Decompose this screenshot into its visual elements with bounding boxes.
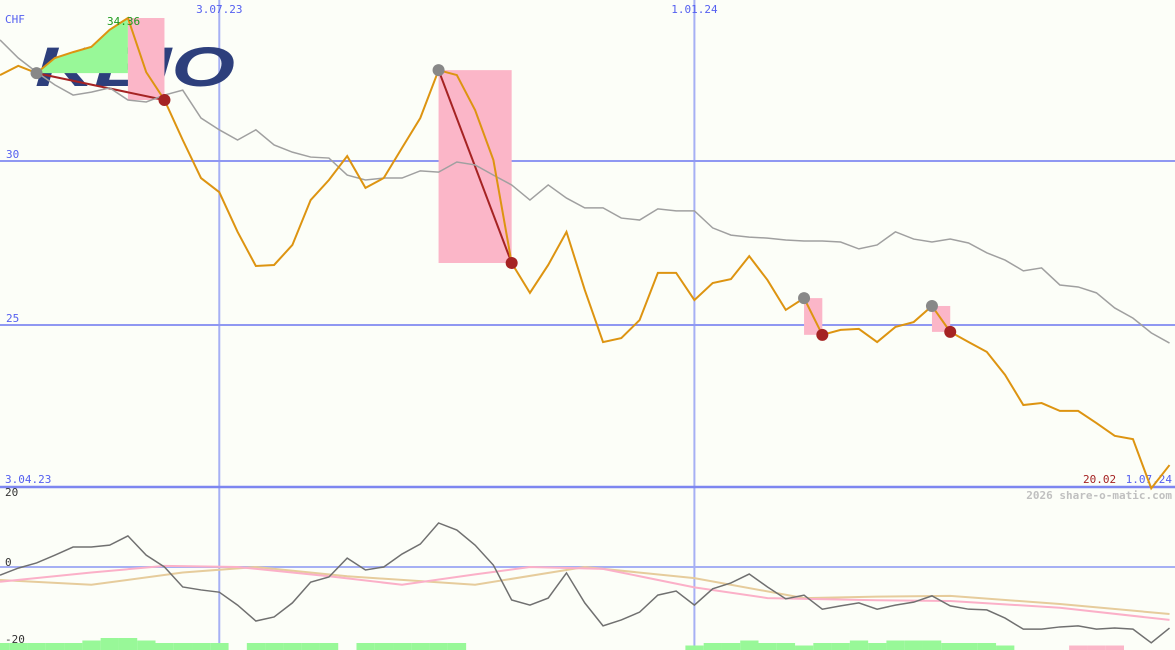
histogram-bar: [868, 643, 887, 650]
trade-areas: [36, 17, 951, 335]
histogram-bar: [795, 645, 814, 650]
histogram-bar: [685, 645, 704, 650]
signal-markers: [30, 64, 957, 341]
histogram-bar: [246, 643, 266, 650]
indicator-fast-average-line: [0, 564, 1170, 621]
min-label: 20.02: [1083, 473, 1116, 486]
histogram-bar: [155, 643, 174, 650]
series-lines: [0, 16, 1171, 644]
histogram-bar: [0, 643, 10, 650]
x-tick-label: 3.04.23: [5, 473, 51, 486]
histogram-bar: [1069, 645, 1088, 650]
histogram-bar: [429, 643, 448, 650]
y-tick-label: 25: [6, 312, 19, 325]
histogram-bar: [977, 643, 997, 650]
price-line: [0, 16, 1171, 491]
histogram-bar: [173, 643, 193, 650]
buy-signal-marker: [925, 299, 938, 312]
histogram-bar: [283, 643, 302, 650]
sell-signal-marker: [944, 325, 957, 338]
histogram-bar: [192, 643, 211, 650]
histogram-bar: [1105, 645, 1124, 650]
histogram-bar: [959, 643, 978, 650]
histogram-bar: [45, 643, 65, 650]
sell-signal-marker: [816, 328, 829, 341]
histogram-bar: [740, 640, 759, 650]
histogram-bar: [849, 640, 869, 650]
sell-signal-marker: [158, 93, 171, 106]
histogram-bar: [922, 640, 942, 650]
histogram-bar: [301, 643, 320, 650]
histogram-bar: [447, 643, 467, 650]
histogram-bar: [886, 640, 905, 650]
sell-signal-marker: [505, 257, 518, 270]
histogram-bar: [1087, 645, 1106, 650]
watermark: 2026 share-o-matic.com: [1026, 489, 1172, 502]
benchmark-line: [0, 39, 1170, 344]
indicator-slow-average-line: [0, 565, 1170, 615]
histogram-bar: [941, 643, 960, 650]
indicator-momentum-line: [0, 522, 1170, 644]
histogram-bar: [9, 643, 28, 650]
histogram-bar: [27, 643, 46, 650]
histogram-bar: [813, 643, 832, 650]
histogram-bar: [64, 643, 83, 650]
histogram-bar: [904, 640, 923, 650]
histogram-bar: [82, 640, 101, 650]
y-tick-label: 30: [6, 148, 19, 161]
histogram: [0, 638, 1124, 650]
currency-label: CHF: [5, 13, 25, 26]
max-label: 34.36: [107, 15, 140, 28]
histogram-bar: [721, 643, 741, 650]
trade-gain-area: [36, 17, 128, 74]
histogram-bar: [758, 643, 777, 650]
buy-signal-marker: [798, 292, 811, 305]
histogram-bar: [393, 643, 412, 650]
histogram-bar: [265, 643, 284, 650]
labels: CHF 34.36 20.02 2026 share-o-matic.com: [5, 13, 1172, 502]
trade-loss-area: [127, 17, 165, 100]
x-tick-label: 3.07.23: [196, 3, 242, 16]
histogram-bar: [319, 643, 339, 650]
histogram-bar: [703, 643, 722, 650]
histogram-bar: [374, 643, 394, 650]
histogram-bar: [210, 643, 229, 650]
indicator-y-tick-label: 0: [5, 556, 12, 569]
histogram-bar: [411, 643, 430, 650]
trade-line: [36, 72, 165, 101]
histogram-bar: [118, 638, 138, 650]
histogram-bar: [996, 645, 1015, 650]
histogram-bar: [137, 640, 156, 650]
buy-signal-marker: [432, 64, 445, 77]
trade-line: [437, 69, 513, 264]
histogram-bar: [776, 643, 796, 650]
histogram-bar: [831, 643, 850, 650]
x-tick-label: 1.01.24: [671, 3, 718, 16]
histogram-bar: [356, 643, 375, 650]
histogram-bar: [100, 638, 119, 650]
indicator-y-tick-label: -20: [5, 633, 25, 646]
indicator-y-tick-label: 20: [5, 486, 18, 499]
buy-signal-marker: [30, 67, 43, 80]
